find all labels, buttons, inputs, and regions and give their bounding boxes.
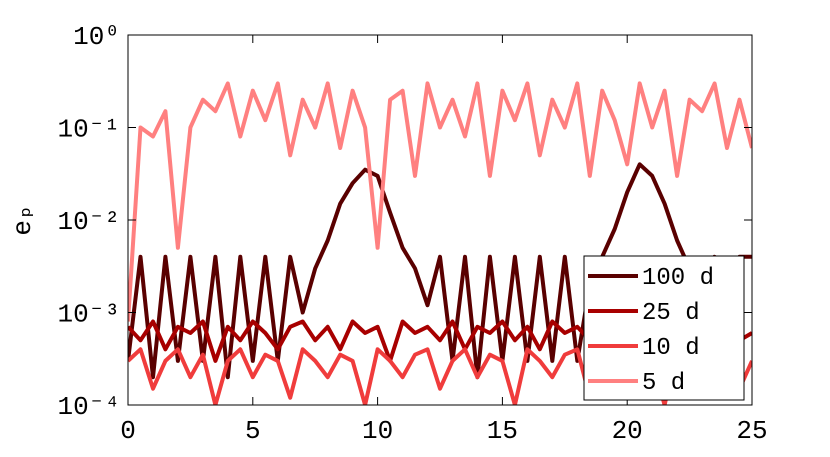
x-tick-label: 5 xyxy=(245,416,261,446)
y-tick-label: 10⁻³ xyxy=(58,300,120,330)
x-tick-label: 10 xyxy=(362,416,393,446)
series-line xyxy=(128,162,752,380)
legend-label: 5 d xyxy=(642,370,685,397)
y-tick-label: 10⁰ xyxy=(73,22,120,52)
x-tick-label: 0 xyxy=(120,416,136,446)
legend-label: 25 d xyxy=(642,300,700,327)
legend-label: 10 d xyxy=(642,335,700,362)
x-tick-label: 25 xyxy=(736,416,767,446)
x-tick-label: 20 xyxy=(612,416,643,446)
legend-box xyxy=(583,255,745,401)
y-tick-label: 10⁻⁴ xyxy=(58,392,120,422)
series-line xyxy=(128,81,752,322)
legend-label: 100 d xyxy=(642,265,714,292)
x-tick-label: 15 xyxy=(487,416,518,446)
y-tick-label: 10⁻² xyxy=(58,207,120,237)
y-axis-label: eₚ xyxy=(8,204,38,235)
y-tick-label: 10⁻¹ xyxy=(58,115,120,145)
